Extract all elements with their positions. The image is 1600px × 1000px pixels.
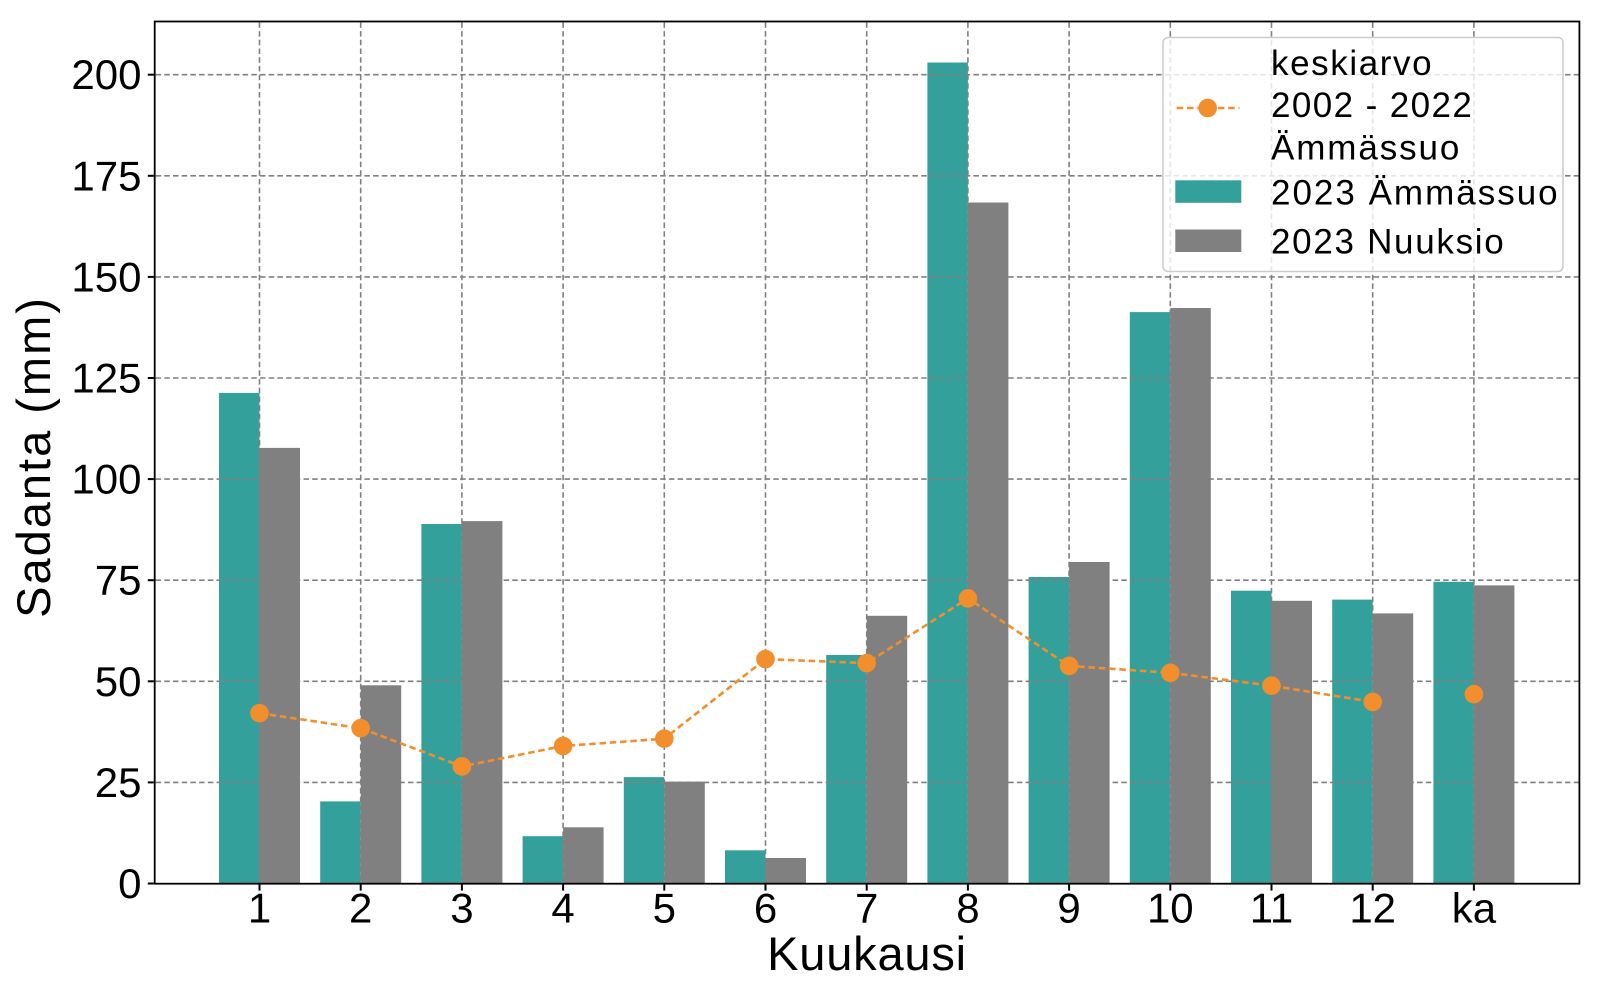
svg-text:10: 10	[1147, 885, 1194, 932]
svg-text:5: 5	[653, 885, 676, 932]
svg-text:7: 7	[855, 885, 878, 932]
svg-text:1: 1	[248, 885, 271, 932]
svg-text:150: 150	[71, 253, 141, 300]
svg-text:9: 9	[1057, 885, 1080, 932]
svg-text:125: 125	[71, 355, 141, 402]
svg-text:Ämmässuo: Ämmässuo	[1271, 128, 1461, 167]
svg-text:3: 3	[450, 885, 473, 932]
svg-text:2023 Nuuksio: 2023 Nuuksio	[1271, 223, 1505, 262]
svg-text:175: 175	[71, 152, 141, 199]
svg-text:25: 25	[95, 759, 142, 806]
svg-text:Sadanta (mm): Sadanta (mm)	[7, 296, 60, 618]
svg-text:Kuukausi: Kuukausi	[767, 927, 967, 980]
svg-text:2: 2	[349, 885, 372, 932]
svg-text:6: 6	[754, 885, 777, 932]
svg-text:12: 12	[1349, 885, 1396, 932]
svg-text:ka: ka	[1452, 885, 1497, 932]
svg-text:11: 11	[1250, 885, 1294, 932]
svg-text:100: 100	[71, 456, 141, 503]
svg-text:8: 8	[956, 885, 979, 932]
svg-text:75: 75	[95, 557, 142, 604]
svg-text:2002 - 2022: 2002 - 2022	[1271, 86, 1473, 125]
svg-text:2023 Ämmässuo: 2023 Ämmässuo	[1271, 174, 1560, 213]
svg-text:50: 50	[95, 658, 142, 705]
svg-text:0: 0	[118, 860, 141, 907]
svg-text:200: 200	[71, 51, 141, 98]
svg-text:keskiarvo: keskiarvo	[1271, 44, 1433, 83]
svg-text:4: 4	[551, 885, 574, 932]
